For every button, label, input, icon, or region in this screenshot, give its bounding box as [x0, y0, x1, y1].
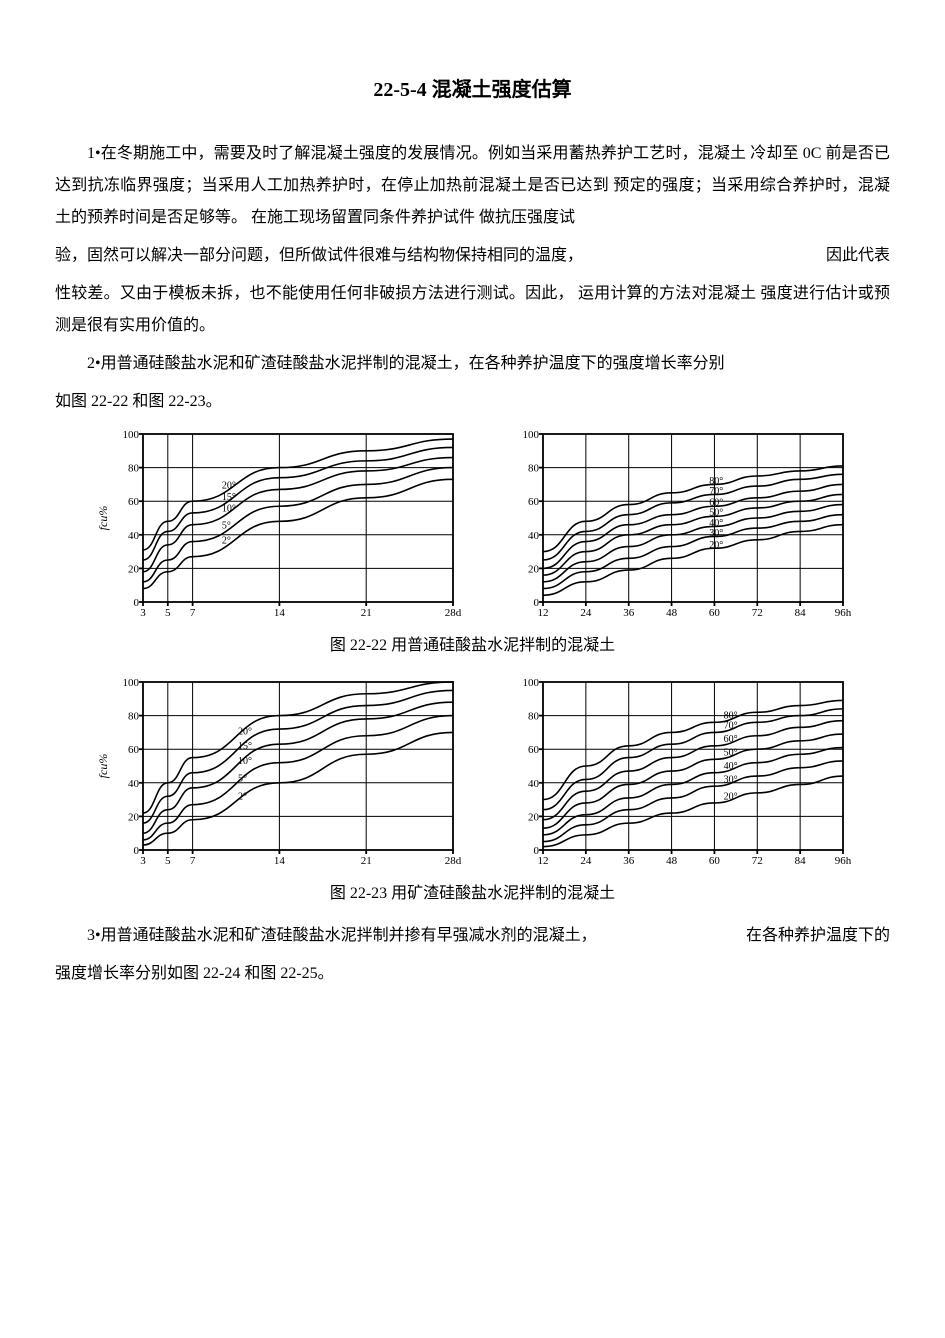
paragraph-2: 2•用普通硅酸盐水泥和矿渣硅酸盐水泥拌制的混凝土，在各种养护温度下的强度增长率分… [55, 348, 890, 380]
svg-text:70°: 70° [709, 486, 723, 497]
svg-text:84: 84 [794, 855, 806, 867]
svg-text:60: 60 [528, 744, 540, 756]
svg-text:5°: 5° [221, 520, 230, 531]
svg-text:60: 60 [128, 496, 140, 508]
paragraph-1a: 1•在冬期施工中，需要及时了解混凝土强度的发展情况。例如当采用蓄热养护工艺时，混… [55, 138, 890, 234]
svg-text:0: 0 [133, 597, 139, 609]
svg-text:20: 20 [128, 563, 140, 575]
svg-text:84: 84 [794, 607, 806, 619]
svg-text:100: 100 [522, 429, 539, 441]
svg-text:24: 24 [580, 855, 592, 867]
svg-text:14: 14 [273, 855, 285, 867]
svg-text:100: 100 [122, 677, 139, 689]
svg-text:40: 40 [528, 778, 540, 790]
svg-text:72: 72 [751, 855, 762, 867]
svg-text:36: 36 [623, 855, 635, 867]
svg-text:20°: 20° [709, 540, 723, 551]
svg-text:40: 40 [128, 778, 140, 790]
paragraph-1b-right: 因此代表 [826, 240, 890, 272]
caption-22-23: 图 22-23 用矿渣硅酸盐水泥拌制的混凝土 [55, 878, 890, 910]
svg-text:40: 40 [128, 530, 140, 542]
svg-text:30°: 30° [709, 528, 723, 539]
svg-text:fcu%: fcu% [96, 754, 110, 779]
svg-text:5°: 5° [238, 774, 247, 785]
svg-text:60: 60 [708, 607, 720, 619]
svg-text:96h: 96h [834, 607, 851, 619]
figure-22-23: 020406080100357142128dfcu%20°15°10°5°2° … [55, 672, 890, 872]
svg-text:10°: 10° [221, 504, 235, 515]
caption-22-22: 图 22-22 用普通硅酸盐水泥拌制的混凝土 [55, 630, 890, 662]
svg-text:20°: 20° [238, 727, 252, 738]
svg-text:12: 12 [537, 607, 548, 619]
svg-text:60: 60 [128, 744, 140, 756]
svg-text:21: 21 [360, 607, 371, 619]
svg-text:28d: 28d [444, 607, 461, 619]
chart-22-22-left: 0 20 40 60 80 100 3 5 7 14 21 28d fcu% 20°15°10° 5° 2° [93, 424, 463, 624]
svg-text:100: 100 [122, 429, 139, 441]
svg-text:20°: 20° [221, 481, 235, 492]
svg-text:70°: 70° [723, 721, 737, 732]
chart-22-22-right: 0204060801001224364860728496h80°70°60°50… [503, 424, 853, 624]
svg-text:100: 100 [522, 677, 539, 689]
svg-text:40°: 40° [723, 761, 737, 772]
paragraph-3-right: 在各种养护温度下的 [746, 920, 890, 952]
svg-text:fcu%: fcu% [96, 506, 110, 531]
svg-text:80: 80 [128, 711, 140, 723]
paragraph-3b: 强度增长率分别如图 22-24 和图 22-25。 [55, 958, 890, 990]
svg-text:3: 3 [140, 607, 146, 619]
svg-text:60°: 60° [723, 734, 737, 745]
svg-text:28d: 28d [444, 855, 461, 867]
svg-text:20: 20 [528, 563, 540, 575]
svg-text:5: 5 [165, 607, 171, 619]
svg-text:50°: 50° [723, 748, 737, 759]
svg-text:20: 20 [128, 811, 140, 823]
svg-text:21: 21 [360, 855, 371, 867]
paragraph-3: 3•用普通硅酸盐水泥和矿渣硅酸盐水泥拌制并掺有早强减水剂的混凝土， 在各种养护温… [55, 920, 890, 952]
svg-text:20°: 20° [723, 791, 737, 802]
figure-22-22: 020406080100357142128dfcu%20°15°10°5°2° … [55, 424, 890, 624]
svg-text:48: 48 [666, 855, 678, 867]
paragraph-1b-left: 验，固然可以解决一部分问题，但所做试件很难与结构物保持相同的温度， [55, 240, 583, 272]
paragraph-3-left: 3•用普通硅酸盐水泥和矿渣硅酸盐水泥拌制并掺有早强减水剂的混凝土， [55, 920, 597, 952]
svg-text:36: 36 [623, 607, 635, 619]
svg-text:10°: 10° [238, 756, 252, 767]
svg-text:2°: 2° [238, 791, 247, 802]
svg-text:80: 80 [528, 463, 540, 475]
svg-text:80: 80 [528, 711, 540, 723]
svg-text:96h: 96h [834, 855, 851, 867]
svg-text:24: 24 [580, 607, 592, 619]
svg-text:2°: 2° [221, 536, 230, 547]
svg-text:60: 60 [528, 496, 540, 508]
svg-text:72: 72 [751, 607, 762, 619]
svg-text:48: 48 [666, 607, 678, 619]
svg-text:7: 7 [189, 607, 195, 619]
svg-text:3: 3 [140, 855, 146, 867]
svg-text:20: 20 [528, 811, 540, 823]
chart-22-23-right: 0204060801001224364860728496h80°70°60°50… [503, 672, 853, 872]
svg-text:12: 12 [537, 855, 548, 867]
svg-text:40°: 40° [709, 518, 723, 529]
svg-text:15°: 15° [238, 741, 252, 752]
svg-text:14: 14 [273, 607, 285, 619]
paragraph-1b: 验，固然可以解决一部分问题，但所做试件很难与结构物保持相同的温度， 因此代表 [55, 240, 890, 272]
svg-text:15°: 15° [221, 492, 235, 503]
svg-text:30°: 30° [723, 774, 737, 785]
svg-text:0: 0 [133, 845, 139, 857]
svg-text:80: 80 [128, 463, 140, 475]
svg-text:60: 60 [708, 855, 720, 867]
page-title: 22-5-4 混凝土强度估算 [55, 70, 890, 110]
svg-text:40: 40 [528, 530, 540, 542]
paragraph-1c: 性较差。又由于模板未拆，也不能使用任何非破损方法进行测试。因此， 运用计算的方法… [55, 278, 890, 342]
paragraph-2b: 如图 22-22 和图 22-23。 [55, 386, 890, 418]
svg-text:7: 7 [189, 855, 195, 867]
chart-22-23-left: 0 20 40 60 80 100 3 5 7 14 21 28d fcu% 20° 15° 10° 5° 2° [93, 672, 463, 872]
svg-text:5: 5 [165, 855, 171, 867]
